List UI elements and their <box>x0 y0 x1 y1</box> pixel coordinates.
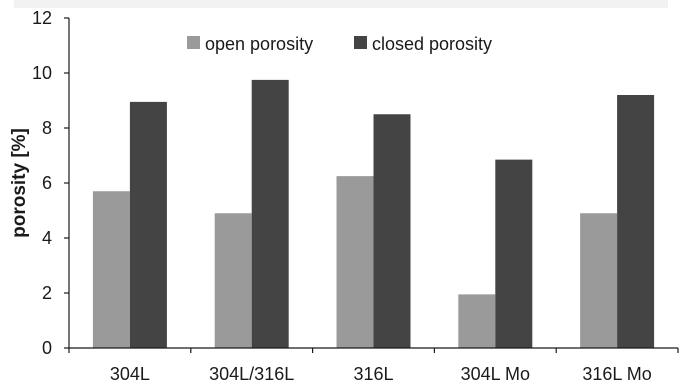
x-tick-label: 304L <box>110 364 150 384</box>
x-tick-label: 304L/316L <box>209 364 294 384</box>
x-tick-label: 316L Mo <box>582 364 651 384</box>
bar-open-porosity <box>92 191 130 348</box>
y-tick-label: 12 <box>32 8 52 28</box>
y-tick-label: 0 <box>42 338 52 358</box>
bars-group <box>92 79 655 348</box>
y-axis-title: porosity [%] <box>9 128 30 238</box>
x-tick-label: 304L Mo <box>461 364 530 384</box>
bar-closed-porosity <box>495 159 533 348</box>
y-tick-label: 2 <box>42 283 52 303</box>
bar-open-porosity <box>214 213 252 348</box>
y-tick-label: 4 <box>42 228 52 248</box>
bar-closed-porosity <box>373 114 411 348</box>
y-tick-label: 8 <box>42 118 52 138</box>
bar-open-porosity <box>458 294 496 348</box>
legend-label: open porosity <box>205 34 313 54</box>
legend: open porosity closed porosity <box>187 34 492 54</box>
legend-label: closed porosity <box>372 34 492 54</box>
bar-closed-porosity <box>251 79 289 348</box>
bar-open-porosity <box>580 213 618 348</box>
x-tick-label: 316L <box>353 364 393 384</box>
bar-open-porosity <box>336 176 374 348</box>
y-tick-label: 10 <box>32 63 52 83</box>
x-ticks: 304L 304L/316L 316L 304L Mo 316L Mo <box>68 348 679 384</box>
legend-swatch <box>354 36 367 49</box>
legend-swatch <box>187 36 200 49</box>
y-tick-label: 6 <box>42 173 52 193</box>
bar-closed-porosity <box>129 101 167 348</box>
y-ticks: 0 2 4 6 8 10 12 <box>32 8 69 358</box>
plot-top-band <box>14 0 668 8</box>
bar-closed-porosity <box>617 95 655 348</box>
